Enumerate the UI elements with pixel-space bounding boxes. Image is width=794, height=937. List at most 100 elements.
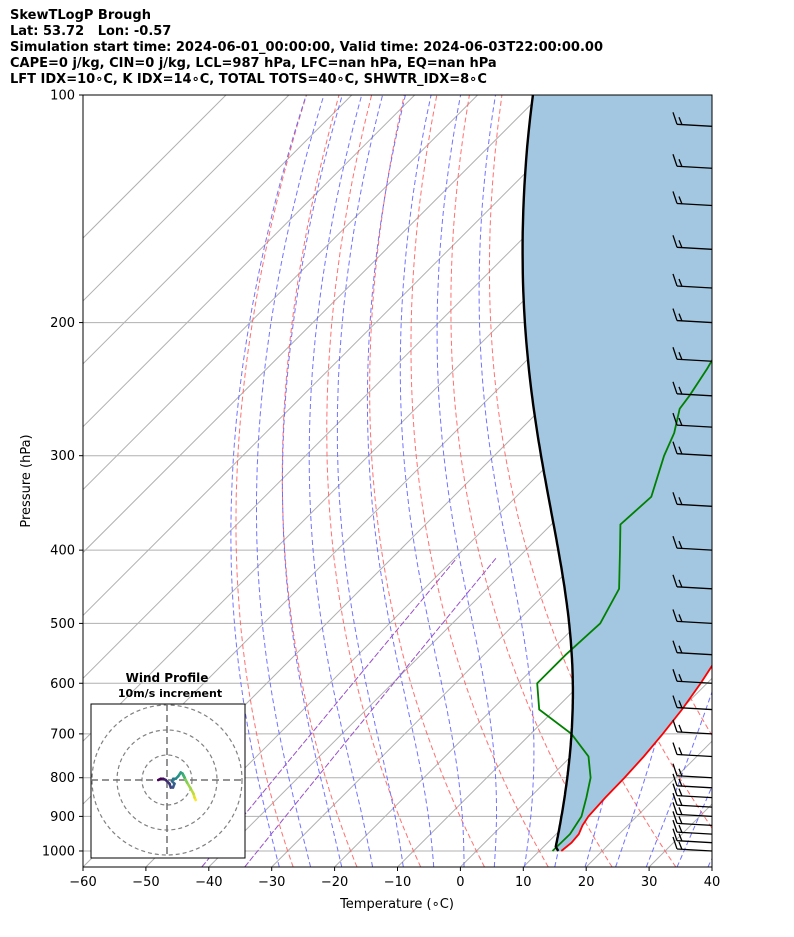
wind-barb-flag <box>672 719 678 733</box>
moist-adiabat <box>676 785 712 867</box>
wind-barb <box>672 695 713 711</box>
wind-barb-flag <box>678 417 683 426</box>
moist-adiabat <box>336 95 404 867</box>
x-tick-label: −60 <box>69 875 96 890</box>
wind-barb <box>672 836 713 852</box>
cape-line: CAPE=0 j/kg, CIN=0 j/kg, LCL=987 hPa, LF… <box>10 56 497 71</box>
wind-barb-flag <box>678 313 683 322</box>
wind-barb-flag <box>678 614 683 623</box>
location-line: Lat: 53.72 Lon: -0.57 <box>10 24 172 39</box>
isotherm-line <box>83 95 604 617</box>
wind-barb-flag <box>672 828 678 841</box>
moist-adiabat <box>308 95 374 867</box>
wind-barb-flag <box>678 807 683 816</box>
isotherm-line <box>83 95 478 491</box>
wind-barb-flag <box>678 724 683 733</box>
wind-barb <box>672 609 713 625</box>
wind-barb-flag <box>672 669 678 682</box>
isotherm-line <box>711 866 712 867</box>
wind-barb-staff <box>676 246 713 250</box>
wind-barb-staff <box>676 794 713 799</box>
wind-barb-staff <box>676 165 713 169</box>
wind-barb <box>672 347 713 362</box>
wind-barb-flag <box>678 579 683 588</box>
wind-barb-flag <box>678 833 683 842</box>
dry-adiabat <box>281 95 358 867</box>
wind-barb <box>672 235 713 250</box>
x-tick-label: −10 <box>384 875 411 890</box>
wind-barb-flag <box>672 640 678 653</box>
indices-line: LFT IDX=10∘C, K IDX=14∘C, TOTAL TOTS=40∘… <box>10 72 487 87</box>
wind-barb-flag <box>672 836 678 850</box>
isotherm-line <box>334 488 712 867</box>
wind-barb-flag <box>678 386 683 395</box>
wind-barb-staff <box>676 358 713 362</box>
wind-barbs <box>672 112 713 852</box>
wind-barb <box>672 640 713 656</box>
wind-barb <box>672 574 713 590</box>
wind-barb-flag <box>678 278 683 287</box>
wind-barb-flag <box>678 747 683 756</box>
chart-title-block: SkewTLogP Brough Lat: 53.72 Lon: -0.57 S… <box>10 8 790 88</box>
wind-barb-flag <box>672 112 678 125</box>
y-tick-label: 700 <box>50 727 75 742</box>
wind-barb-flag <box>672 347 678 360</box>
wind-barb-flag <box>672 773 678 787</box>
wind-barb-flag <box>672 535 678 549</box>
wind-barb-staff <box>676 813 713 818</box>
wind-barb-flag <box>672 574 678 588</box>
isotherm-line <box>397 551 712 867</box>
isotherm-line <box>83 95 416 428</box>
wind-barb-staff <box>676 393 713 397</box>
wind-barb-flag <box>678 196 683 205</box>
moist-adiabat <box>281 95 343 867</box>
x-axis-label: Temperature (∘C) <box>339 897 454 912</box>
wind-barb-flag <box>672 792 678 806</box>
moist-adiabat <box>707 857 712 867</box>
wind-barb-flag <box>678 700 683 709</box>
isotherm-line <box>83 95 353 365</box>
hodograph-segment <box>156 777 163 782</box>
wind-barb <box>672 273 713 289</box>
wind-barb-flag <box>672 412 678 426</box>
wind-barb-flag <box>672 819 678 833</box>
hodograph-plot <box>91 704 245 858</box>
isotherm-line <box>83 95 227 239</box>
wind-barb-staff <box>676 840 713 844</box>
dry-adiabat <box>450 95 613 867</box>
wind-barb-flag <box>672 783 678 796</box>
wind-barb-flag <box>678 540 683 549</box>
wind-barb-flag <box>672 802 678 815</box>
wind-barb-flag <box>678 816 683 825</box>
parcel-path-line <box>521 95 575 852</box>
wind-barb-staff <box>676 822 713 827</box>
moist-adiabat <box>478 95 535 867</box>
wind-barb-flag <box>672 441 678 454</box>
wind-barb-staff <box>676 620 713 625</box>
dry-adiabat <box>410 95 549 867</box>
wind-barb-staff <box>676 123 713 127</box>
moist-adiabat <box>366 95 435 867</box>
wind-barb-staff <box>676 804 713 808</box>
wind-barb-flag <box>678 788 683 797</box>
dry-adiabat <box>488 95 677 867</box>
wind-barb <box>672 412 713 428</box>
wind-barb <box>672 669 713 684</box>
wind-barb-staff <box>676 547 713 551</box>
y-tick-label: 400 <box>50 544 75 559</box>
wind-barb-staff <box>676 848 713 852</box>
moist-adiabat <box>645 690 712 867</box>
dry-adiabat <box>235 95 307 867</box>
wind-barb-flag <box>678 674 683 683</box>
wind-barb <box>672 802 713 818</box>
wind-barb <box>672 763 713 779</box>
time-line: Simulation start time: 2024-06-01_00:00:… <box>10 40 603 55</box>
wind-barb-flag <box>672 381 678 395</box>
mixing-ratio-line <box>244 557 497 867</box>
isotherm-line <box>83 95 541 554</box>
moist-adiabat <box>739 95 794 867</box>
cin-shaded-area <box>522 95 712 851</box>
wind-barb-flag <box>672 811 678 824</box>
